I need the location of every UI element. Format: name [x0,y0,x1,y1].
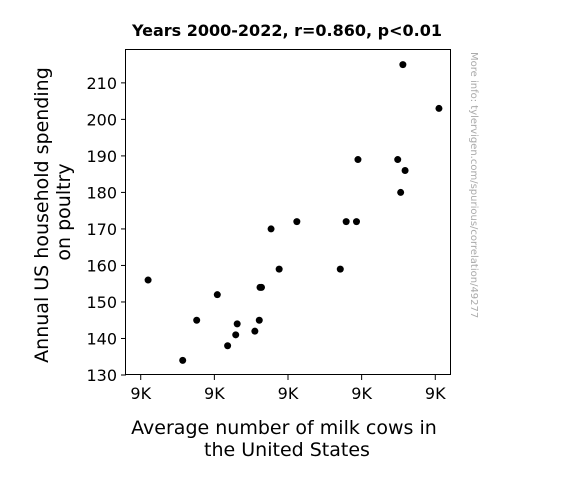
data-point [193,316,201,324]
data-point [233,320,241,328]
data-point [255,316,263,324]
x-axis-ticks: 9K 9K 9K 9K 9K [130,375,446,403]
data-point [144,276,152,284]
data-point [435,104,443,112]
data-point [267,225,275,233]
data-point [232,331,240,339]
data-point [342,218,350,226]
x-axis-label: Average number of milk cows in the Unite… [131,417,443,461]
y-tick-label: 160 [86,256,117,275]
x-axis-label-line-1: Average number of milk cows in [131,417,437,439]
y-axis-label: Annual US household spending on poultry [31,61,75,363]
y-tick-label: 190 [86,147,117,166]
data-points [144,61,443,364]
y-tick-label: 210 [86,74,117,93]
x-axis-label-line-2: the United States [204,439,370,461]
data-point [401,167,409,175]
data-point [399,61,407,69]
x-tick-label: 9K [351,384,372,403]
y-tick-label: 180 [86,183,117,202]
x-tick-label: 9K [204,384,225,403]
data-point [224,342,232,350]
plot-area-frame [125,49,451,375]
x-tick-label: 9K [425,384,446,403]
data-point [275,265,283,273]
y-tick-label: 140 [86,329,117,348]
data-point [336,265,344,273]
y-tick-label: 200 [86,110,117,129]
y-tick-label: 170 [86,220,117,239]
data-point [213,291,221,299]
chart-title: Years 2000-2022, r=0.860, p<0.01 [131,21,442,40]
data-point [397,188,405,196]
data-point [354,156,362,164]
y-tick-label: 150 [86,293,117,312]
data-point [394,156,402,164]
data-point [293,218,301,226]
y-axis-ticks: 130 140 150 160 170 180 190 200 210 [86,74,126,385]
data-point [352,218,360,226]
source-credit: More info: tylervigen.com/spurious/corre… [468,52,479,318]
y-axis-label-line-2: on poultry [53,163,75,260]
data-point [257,283,265,291]
y-tick-label: 130 [86,366,117,385]
x-tick-label: 9K [278,384,299,403]
data-point [251,327,259,335]
x-tick-label: 9K [130,384,151,403]
data-point [179,356,187,364]
y-axis-label-line-1: Annual US household spending [31,67,53,363]
